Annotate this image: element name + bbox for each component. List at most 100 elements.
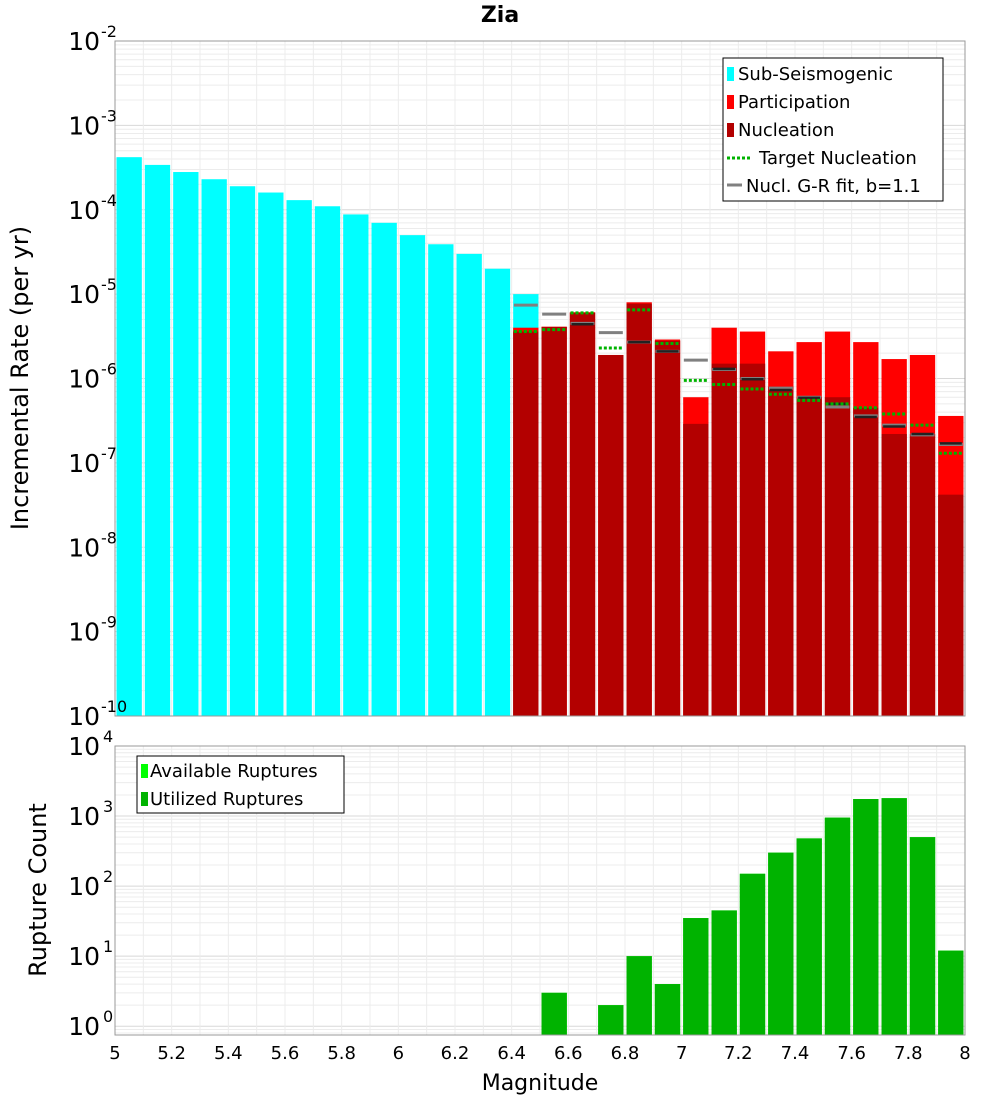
y-tick-label: 10 [68,27,100,56]
x-tick-label: 7.4 [781,1043,810,1064]
bar-utilized-ruptures [739,873,766,1035]
bottom-legend-box [136,755,345,814]
bar-nucleation [541,326,567,716]
x-axis-label: Magnitude [482,1071,599,1096]
bar-nucleation [909,433,936,716]
y-tick-label: 10 [68,111,100,140]
bar-sub-seismogenic [201,179,227,716]
y-tick-exponent: 3 [103,797,113,816]
y-tick-exponent: -10 [101,697,127,716]
bar-sub-seismogenic [343,214,369,717]
y-tick-exponent: 0 [103,1007,113,1026]
legend-label-sub-seismogenic: Sub-Seismogenic [738,64,893,85]
legend-label-participation: Participation [738,92,850,113]
legend-label-utilized-ruptures: Utilized Ruptures [150,789,303,810]
bar-utilized-ruptures [881,798,907,1035]
bar-utilized-ruptures [598,1005,624,1035]
x-tick-label: 6.6 [554,1043,583,1064]
y-tick-exponent: -3 [101,106,117,125]
y-tick-label: 10 [68,702,100,731]
top-legend-box [722,57,944,202]
y-tick-exponent: 1 [103,937,113,956]
bar-utilized-ruptures [853,799,879,1035]
chart-title: Zia [481,3,519,28]
bar-nucleation [938,494,964,716]
y-tick-exponent: -9 [101,613,117,632]
bar-sub-seismogenic [314,206,341,716]
legend-label-nucleation: Nucleation [738,120,834,141]
rupture-count-bars [541,798,964,1035]
legend-swatch-participation [727,95,734,109]
x-tick-label: 5.4 [214,1043,243,1064]
bar-sub-seismogenic [173,172,199,716]
y-tick-label: 10 [68,449,100,478]
top-y-axis-label: Incremental Rate (per yr) [6,226,34,530]
nucleation-bars [513,303,964,716]
top-plot: 10-210-310-410-510-610-710-810-910-10 In… [6,22,966,731]
y-tick-label: 10 [68,872,100,901]
x-tick-label: 6.2 [441,1043,470,1064]
bar-utilized-ruptures [796,838,822,1035]
bar-utilized-ruptures [909,837,936,1035]
bar-nucleation [796,397,822,716]
bar-sub-seismogenic [456,253,482,716]
bar-utilized-ruptures [683,918,709,1035]
y-tick-exponent: -4 [101,191,117,210]
top-grid [114,41,966,717]
bar-nucleation [853,407,879,716]
y-tick-exponent: 2 [103,867,113,886]
bar-nucleation [739,363,766,716]
bar-nucleation [824,397,851,716]
x-tick-label: 7.8 [894,1043,923,1064]
legend-swatch-available-ruptures [141,764,148,778]
x-tick-label: 7 [676,1043,687,1064]
bottom-legend: Available Ruptures Utilized Ruptures [136,755,345,814]
legend-swatch-sub-seismogenic [727,67,734,81]
sub-seismogenic-bars [116,157,539,717]
bar-sub-seismogenic [116,157,142,717]
bar-nucleation [569,312,596,716]
top-y-tick-labels: 10-210-310-410-510-610-710-810-910-10 [68,22,127,731]
bar-sub-seismogenic [399,235,426,716]
y-tick-label: 10 [68,1012,100,1041]
y-tick-label: 10 [68,196,100,225]
x-tick-label: 6.4 [497,1043,526,1064]
bar-nucleation [626,303,652,716]
x-tick-label: 5.2 [157,1043,186,1064]
bar-sub-seismogenic [428,244,454,717]
top-legend: Sub-Seismogenic Participation Nucleation… [722,57,944,202]
bar-nucleation [513,331,539,716]
bar-nucleation [711,363,737,716]
legend-swatch-utilized-ruptures [141,792,148,806]
y-tick-exponent: -6 [101,360,117,379]
bar-nucleation [881,433,907,716]
bar-utilized-ruptures [938,950,964,1035]
bar-sub-seismogenic [229,186,256,716]
y-tick-label: 10 [68,942,100,971]
x-tick-label: 7.2 [724,1043,753,1064]
legend-swatch-nucleation [727,123,734,137]
bar-utilized-ruptures [626,956,652,1035]
bar-sub-seismogenic [286,200,312,716]
bar-utilized-ruptures [711,910,737,1035]
y-tick-exponent: -7 [101,444,117,463]
y-tick-exponent: -5 [101,275,117,294]
legend-label-gr-fit: Nucl. G-R fit, b=1.1 [746,176,921,197]
bar-utilized-ruptures [654,984,681,1035]
bar-sub-seismogenic [144,164,171,716]
bar-sub-seismogenic [258,192,284,717]
top-plot-frame [114,40,966,717]
y-tick-label: 10 [68,533,100,562]
x-tick-label: 5.6 [271,1043,300,1064]
y-tick-exponent: 4 [103,727,113,746]
x-tick-label: 8 [959,1043,970,1064]
bar-nucleation [654,340,681,716]
x-tick-label: 6.8 [611,1043,640,1064]
legend-label-available-ruptures: Available Ruptures [150,761,318,782]
y-tick-label: 10 [68,618,100,647]
bar-sub-seismogenic [484,268,511,716]
bar-utilized-ruptures [824,817,851,1035]
